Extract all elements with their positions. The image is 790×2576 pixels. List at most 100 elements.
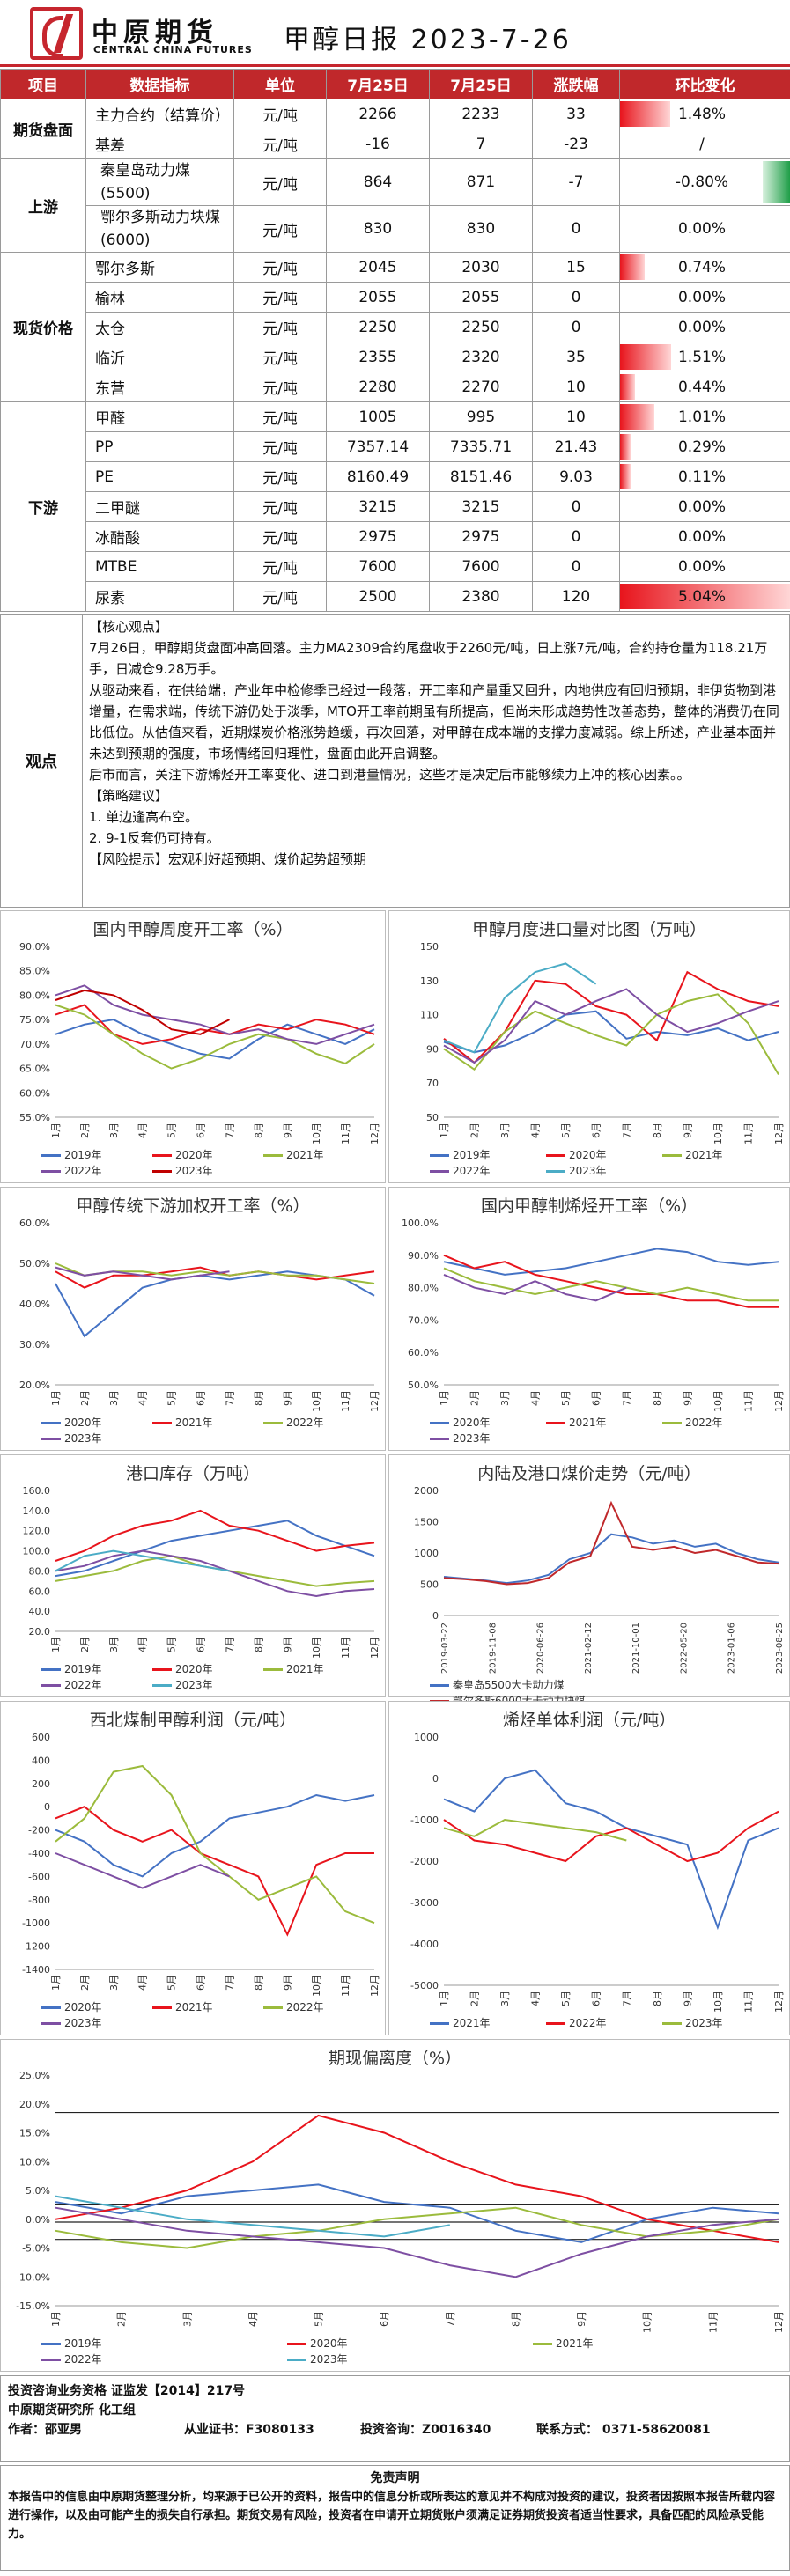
ratio-change-cell: 5.04% — [619, 581, 790, 612]
x-tick-label: 7月 — [224, 1390, 235, 1406]
ratio-change-cell: 0.00% — [619, 205, 790, 253]
legend-item: 2023年 — [41, 2015, 102, 2030]
legend-label: 2023年 — [64, 1432, 102, 1445]
legend-swatch — [662, 1422, 682, 1424]
legend-swatch — [152, 1668, 172, 1671]
legend-swatch — [152, 1684, 172, 1687]
y-tick-label: -1000 — [22, 1917, 50, 1929]
y-tick-label: 120.0 — [23, 1526, 51, 1537]
legend-label: 2022年 — [64, 1165, 102, 1177]
legend-item: 2019年 — [41, 2336, 102, 2351]
series-line — [443, 1267, 779, 1302]
legend-label: 2021年 — [569, 1417, 607, 1429]
value-a-cell: 2045 — [326, 252, 430, 283]
legend-label: 2021年 — [286, 1149, 324, 1161]
y-tick-label: 65.0% — [19, 1064, 50, 1075]
chart-title: 期现偏离度（%） — [328, 2049, 462, 2068]
legend-item: 2022年 — [41, 1677, 102, 1692]
series-line — [55, 2206, 779, 2278]
value-a-cell: 2355 — [326, 342, 430, 372]
y-tick-label: 0.0% — [26, 2214, 50, 2226]
ratio-change-cell: 0.00% — [619, 551, 790, 582]
change-cell: 0 — [532, 491, 620, 522]
company-logo-icon — [30, 7, 83, 60]
y-tick-label: -5.0% — [22, 2243, 50, 2255]
chart-c4: 国内甲醇制烯烃开工率（%） 100.0% 90.0% 80.0% 70.0% 60.0% 5… — [388, 1187, 790, 1451]
series-line — [55, 2195, 450, 2238]
table-body: 期货盘面 主力合约（结算价） 元/吨 2266 2233 33 1.48% 基差 元/吨 -16 7… — [0, 99, 790, 612]
y-tick-label: 70.0% — [408, 1314, 439, 1326]
change-bar — [620, 374, 635, 400]
y-tick-label: 20.0% — [19, 1380, 50, 1391]
table-row: 基差 元/吨 -16 7 -23/ — [1, 129, 790, 159]
x-tick-label: 9月 — [682, 1991, 693, 2006]
legend-label: 2023年 — [453, 1432, 491, 1445]
x-tick-label: 3月 — [181, 2311, 193, 2327]
viewpoint-line: 2. 9-1反套仍可持有。 — [89, 830, 220, 846]
y-tick-label: 2000 — [414, 1485, 439, 1497]
x-tick-label: 12月 — [369, 1637, 380, 1659]
chart-c8: 烯烃单体利润（元/吨） 1000 0 -1000 -2000 -3000 -4000 -500… — [388, 1701, 790, 2035]
legend-item: 2023年 — [41, 1431, 102, 1446]
viewpoint-line: 【核心观点】 — [89, 619, 169, 635]
table-row: 下游 甲醛 元/吨 1005 995 10 1.01% — [0, 401, 790, 612]
x-tick-label: 5月 — [166, 1637, 178, 1652]
y-tick-label: 200 — [32, 1778, 50, 1790]
legend-item: 2021年 — [263, 1147, 324, 1162]
x-tick-label: 8月 — [652, 1122, 663, 1138]
change-bar — [620, 584, 790, 609]
unit-cell: 元/吨 — [233, 158, 327, 206]
y-tick-label: 50.0% — [408, 1380, 439, 1391]
series-line — [443, 1500, 779, 1586]
x-tick-label: 9月 — [682, 1390, 693, 1406]
x-tick-label: 11月 — [707, 2311, 719, 2333]
y-tick-label: 90.0% — [408, 1250, 439, 1262]
legend-swatch — [152, 1422, 172, 1424]
y-tick-label: 0 — [432, 1610, 439, 1622]
legend-label: 2020年 — [175, 1663, 213, 1675]
consult-text: 投资咨询：Z0016340 — [360, 2423, 491, 2437]
disclaimer-section: 免责声明 本报告中的信息由中原期货整理分析，均来源于已公开的资料，报告中的信息分… — [0, 2465, 790, 2571]
value-a-cell: 2266 — [326, 99, 430, 129]
table-header-row: 项目 数据指标 单位 7月25日 7月25日 涨跌幅 环比变化 — [0, 69, 790, 99]
x-tick-label: 5月 — [314, 2311, 325, 2327]
y-tick-label: -1400 — [22, 1964, 50, 1976]
y-tick-label: 160.0 — [23, 1485, 51, 1497]
legend-item: 2020年 — [41, 1415, 102, 1430]
change-cell: -23 — [532, 129, 620, 159]
x-tick-label: 10月 — [712, 1122, 724, 1144]
x-tick-label: 1月 — [50, 1390, 62, 1406]
brand-name-en: CENTRAL CHINA FUTURES — [93, 44, 253, 55]
x-tick-label: 9月 — [282, 1975, 293, 1991]
chart-title: 国内甲醇周度开工率（%） — [92, 920, 293, 939]
cert-text: 从业证书：F3080133 — [184, 2423, 314, 2437]
value-b-cell: 3215 — [429, 491, 533, 522]
legend-swatch — [152, 1154, 172, 1157]
group-label: 现货价格 — [0, 252, 86, 402]
series-line — [55, 1764, 375, 1925]
change-cell: 0 — [532, 205, 620, 253]
indicator-cell: 榆林 — [85, 282, 234, 313]
x-tick-label: 1月 — [50, 1975, 62, 1991]
y-tick-label: -400 — [28, 1848, 50, 1859]
y-tick-label: 1000 — [414, 1732, 439, 1743]
series-line — [55, 1549, 230, 1572]
y-tick-label: 60.0% — [408, 1347, 439, 1358]
column-header: 7月25日 — [429, 69, 533, 99]
series-line — [55, 1266, 375, 1289]
series-line — [55, 1549, 375, 1598]
value-b-cell: 995 — [429, 401, 533, 432]
legend-item: 2023年 — [546, 1163, 607, 1178]
legend-item: 2021年 — [430, 2015, 491, 2030]
legend-label: 2020年 — [64, 1417, 102, 1429]
x-tick-label: 4月 — [530, 1991, 542, 2006]
x-tick-label: 8月 — [253, 1637, 264, 1652]
change-bar — [763, 161, 790, 203]
legend-item: 2020年 — [152, 1147, 213, 1162]
x-tick-label: 7月 — [621, 1122, 632, 1138]
x-tick-label: 4月 — [530, 1122, 542, 1138]
brand-name-cn: 中原期货 — [92, 18, 218, 48]
x-tick-label: 2月 — [79, 1975, 91, 1991]
unit-cell: 元/吨 — [233, 551, 327, 582]
legend-item: 2019年 — [430, 1147, 491, 1162]
